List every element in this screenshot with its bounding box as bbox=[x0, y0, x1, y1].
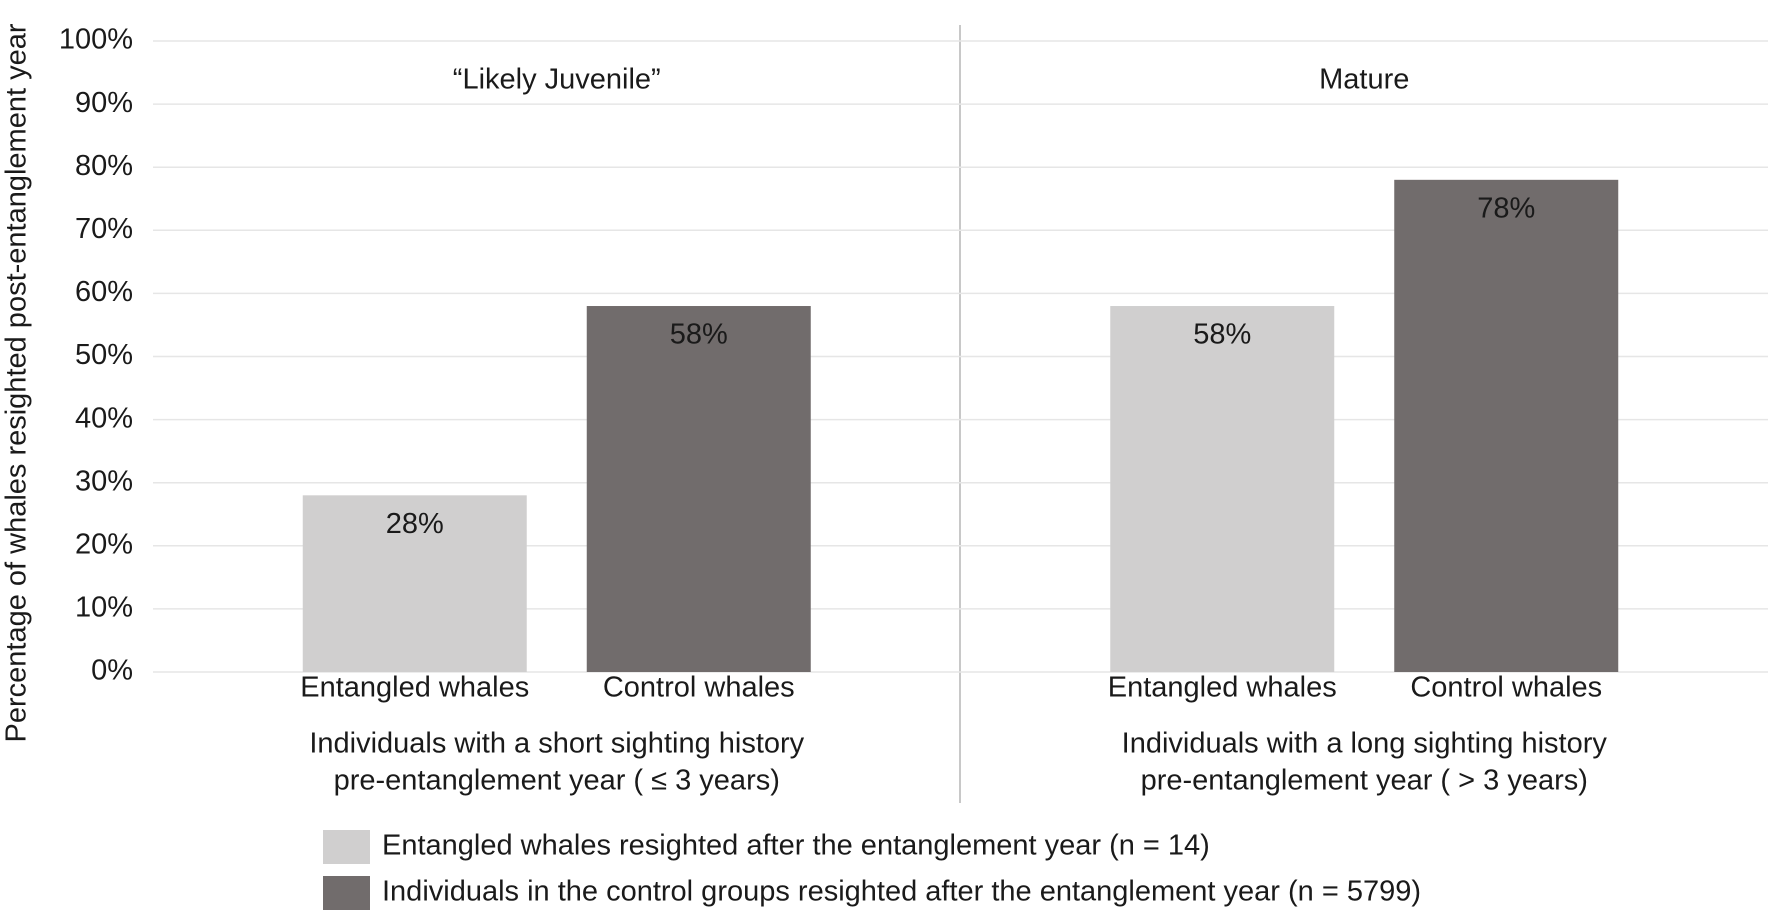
y-axis-label: Percentage of whales resighted post-enta… bbox=[1, 23, 33, 742]
y-tick-label: 40% bbox=[75, 402, 133, 434]
value-label: 58% bbox=[670, 319, 728, 351]
panel-caption: Individuals with a short sighting histor… bbox=[309, 728, 804, 760]
y-tick-label: 0% bbox=[91, 655, 133, 687]
panel-caption: pre-entanglement year ( > 3 years) bbox=[1141, 765, 1588, 797]
y-tick-label: 50% bbox=[75, 339, 133, 371]
y-tick-label: 90% bbox=[75, 87, 133, 119]
panel-title: Mature bbox=[1319, 64, 1409, 96]
x-tick-label: Entangled whales bbox=[1108, 672, 1337, 704]
bar bbox=[302, 495, 527, 672]
y-tick-label: 60% bbox=[75, 276, 133, 308]
bar bbox=[586, 306, 811, 672]
y-tick-label: 70% bbox=[75, 213, 133, 245]
x-tick-label: Control whales bbox=[1410, 672, 1602, 704]
y-tick-label: 30% bbox=[75, 465, 133, 497]
legend-label: Individuals in the control groups resigh… bbox=[382, 876, 1421, 908]
value-label: 58% bbox=[1193, 319, 1251, 351]
value-label: 28% bbox=[386, 508, 444, 540]
bar bbox=[1110, 306, 1335, 672]
bar bbox=[1394, 179, 1619, 672]
legend-label: Entangled whales resighted after the ent… bbox=[382, 830, 1210, 862]
value-label: 78% bbox=[1477, 192, 1535, 224]
panel-caption: pre-entanglement year ( ≤ 3 years) bbox=[334, 765, 780, 797]
panel-caption: Individuals with a long sighting history bbox=[1122, 728, 1608, 760]
panel-title: “Likely Juvenile” bbox=[453, 64, 661, 96]
y-tick-label: 100% bbox=[59, 24, 133, 56]
y-tick-label: 20% bbox=[75, 528, 133, 560]
y-tick-label: 80% bbox=[75, 150, 133, 182]
x-tick-label: Entangled whales bbox=[300, 672, 529, 704]
legend-swatch bbox=[323, 830, 370, 864]
legend-swatch bbox=[323, 876, 370, 910]
y-tick-label: 10% bbox=[75, 592, 133, 624]
x-tick-label: Control whales bbox=[603, 672, 795, 704]
